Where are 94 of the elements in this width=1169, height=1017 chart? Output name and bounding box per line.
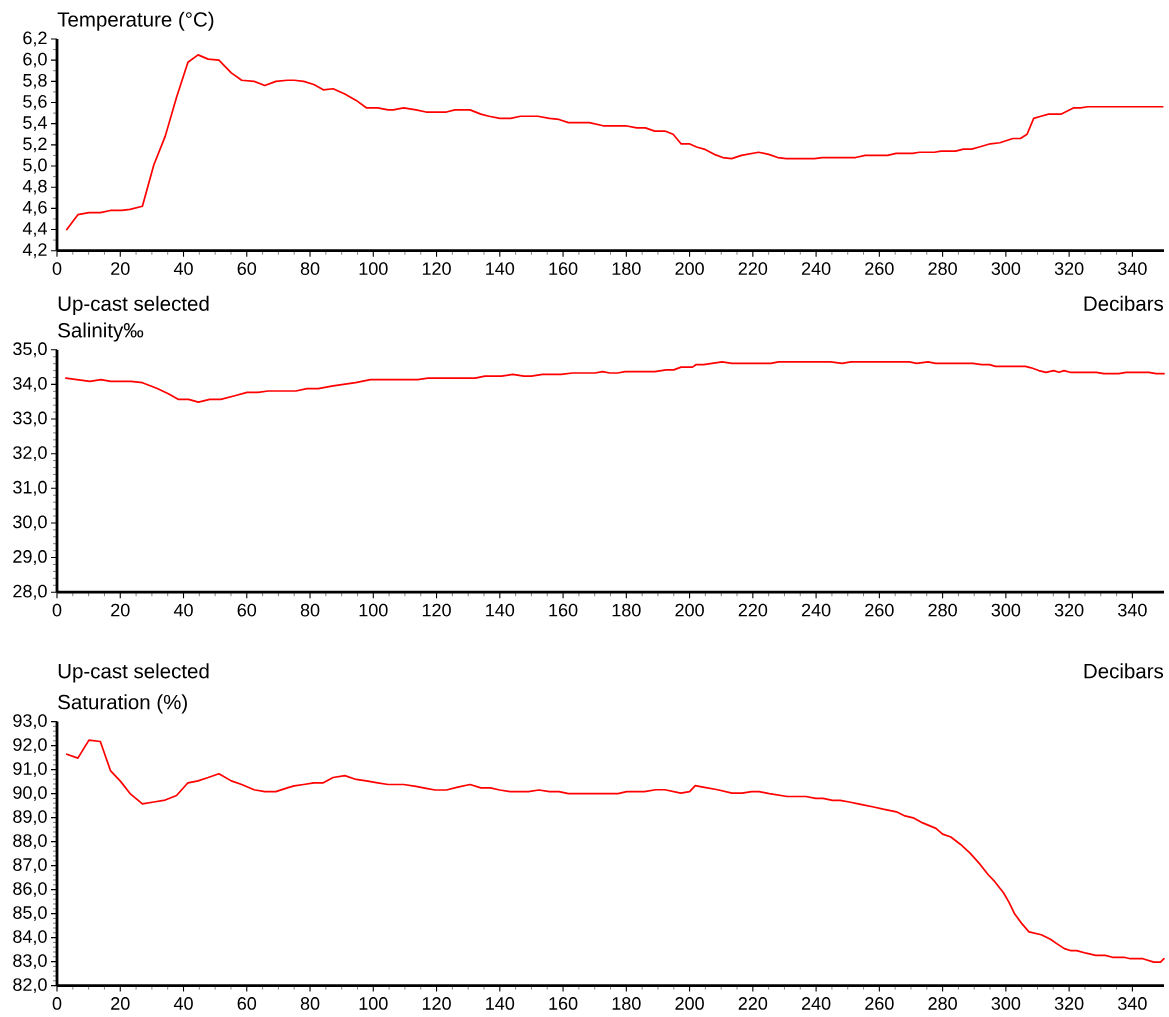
x-tick-label: 260 <box>865 262 894 275</box>
x-tick-label: 180 <box>612 997 641 1010</box>
y-tick-label: 6,0 <box>23 52 47 68</box>
y-tick-label: 29,0 <box>13 550 47 566</box>
y-tick-label: 4,4 <box>22 222 47 237</box>
x-tick-label: 60 <box>237 262 257 275</box>
x-tick-label: 180 <box>612 262 641 275</box>
x-tick-label: 20 <box>111 997 130 1010</box>
x-tick-label: 140 <box>486 603 515 617</box>
line-series <box>65 361 1165 403</box>
y-tick-label: 30,0 <box>13 515 47 531</box>
x-tick-label: 300 <box>991 603 1021 617</box>
x-tick-label: 240 <box>801 262 831 275</box>
x-tick-label: 200 <box>675 262 704 275</box>
y-axis-title: Saturation (%) <box>58 694 187 714</box>
y-tick-label: 4,2 <box>22 243 47 259</box>
x-tick-label: 240 <box>801 997 831 1010</box>
x-tick-label: 260 <box>865 997 894 1010</box>
x-tick-label: 140 <box>486 262 515 275</box>
x-tick-label: 220 <box>738 262 768 275</box>
x-tick-label: 100 <box>359 603 388 617</box>
x-tick-label: 300 <box>991 262 1021 275</box>
x-tick-label: 320 <box>1054 262 1084 275</box>
x-tick-label: 220 <box>738 997 768 1010</box>
x-tick-label: 100 <box>359 997 388 1010</box>
y-tick-label: 90,0 <box>13 786 47 802</box>
y-tick-label: 32,0 <box>13 446 47 462</box>
y-axis-title: Temperature (°C) <box>57 11 214 31</box>
x-tick-label: 280 <box>928 603 957 617</box>
x-tick-label: 0 <box>52 262 62 275</box>
y-tick-label: 83,0 <box>13 954 47 970</box>
x-tick-label: 200 <box>675 603 704 617</box>
x-tick-label: 240 <box>801 603 831 617</box>
x-tick-label: 280 <box>928 997 957 1010</box>
y-tick-label: 31,0 <box>13 480 47 496</box>
y-tick-label: 89,0 <box>13 810 47 826</box>
y-tick-label: 34,0 <box>13 376 47 392</box>
x-tick-label: 0 <box>52 603 62 617</box>
x-tick-label: 40 <box>173 997 193 1010</box>
y-tick-label: 85,0 <box>13 906 47 922</box>
x-tick-label: 160 <box>549 262 578 275</box>
x-tick-label: 180 <box>612 603 641 617</box>
y-tick-label: 35,0 <box>13 342 47 358</box>
x-axis-title: Decibars <box>1084 663 1164 679</box>
x-tick-label: 20 <box>111 262 130 275</box>
y-tick-label: 82,0 <box>13 978 47 994</box>
y-tick-label: 5,6 <box>23 95 47 110</box>
x-tick-label: 0 <box>52 997 62 1010</box>
y-tick-label: 92,0 <box>13 738 47 754</box>
x-tick-label: 160 <box>549 997 578 1010</box>
y-tick-label: 5,8 <box>23 73 47 89</box>
y-tick-label: 86,0 <box>13 882 47 898</box>
x-tick-label: 200 <box>675 997 704 1010</box>
x-tick-label: 20 <box>111 603 130 617</box>
y-tick-label: 4,6 <box>22 200 47 216</box>
y-tick-label: 33,0 <box>13 411 47 427</box>
x-tick-label: 80 <box>300 262 320 275</box>
x-tick-label: 340 <box>1118 262 1147 275</box>
x-tick-label: 220 <box>738 603 768 617</box>
x-tick-label: 100 <box>359 262 388 275</box>
y-tick-label: 6,2 <box>23 31 47 47</box>
x-tick-label: 260 <box>865 603 894 617</box>
y-tick-label: 84,0 <box>13 930 47 946</box>
x-tick-label: 340 <box>1118 997 1147 1010</box>
text: Up-cast selected <box>58 295 209 315</box>
y-tick-label: 91,0 <box>13 762 47 778</box>
y-tick-label: 5,4 <box>23 116 47 132</box>
x-tick-label: 280 <box>928 262 957 275</box>
x-tick-label: 320 <box>1054 603 1084 617</box>
x-tick-label: 60 <box>237 997 257 1010</box>
x-tick-label: 40 <box>173 603 193 617</box>
y-tick-label: 5,0 <box>23 158 47 174</box>
y-axis-title: Salinity‰ <box>58 322 144 342</box>
x-tick-label: 140 <box>486 997 515 1010</box>
x-axis-title: Decibars <box>1084 295 1164 311</box>
x-tick-label: 80 <box>300 603 320 617</box>
y-tick-label: 87,0 <box>13 858 47 874</box>
x-tick-label: 120 <box>422 997 451 1010</box>
x-tick-label: 120 <box>422 603 451 617</box>
x-tick-label: 300 <box>991 997 1021 1010</box>
y-tick-label: 5,2 <box>23 137 47 153</box>
x-tick-label: 80 <box>300 997 320 1010</box>
y-tick-label: 88,0 <box>13 834 47 850</box>
x-tick-label: 60 <box>237 603 257 617</box>
text: Up-cast selected <box>58 663 209 683</box>
y-tick-label: 4,8 <box>22 179 47 195</box>
line-series <box>65 739 1165 963</box>
y-tick-label: 93,0 <box>13 714 47 730</box>
x-tick-label: 340 <box>1118 603 1147 617</box>
x-tick-label: 40 <box>173 262 193 275</box>
x-tick-label: 160 <box>549 603 578 617</box>
x-tick-label: 120 <box>422 262 451 275</box>
y-tick-label: 28,0 <box>13 584 47 600</box>
x-tick-label: 320 <box>1054 997 1084 1010</box>
